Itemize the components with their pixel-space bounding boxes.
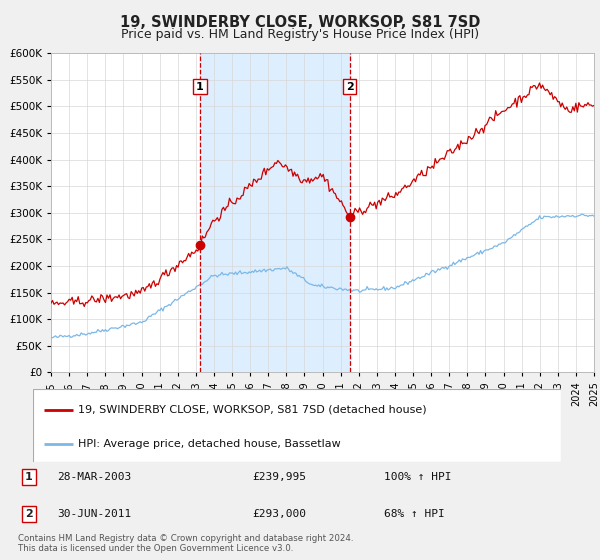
Text: £293,000: £293,000 — [252, 509, 306, 519]
Text: 19, SWINDERBY CLOSE, WORKSOP, S81 7SD (detached house): 19, SWINDERBY CLOSE, WORKSOP, S81 7SD (d… — [78, 404, 427, 414]
Text: 2: 2 — [25, 509, 32, 519]
Text: 100% ↑ HPI: 100% ↑ HPI — [384, 472, 452, 482]
Text: 68% ↑ HPI: 68% ↑ HPI — [384, 509, 445, 519]
Bar — [200, 53, 350, 372]
Text: £239,995: £239,995 — [252, 472, 306, 482]
Text: Price paid vs. HM Land Registry's House Price Index (HPI): Price paid vs. HM Land Registry's House … — [121, 28, 479, 41]
Text: 1: 1 — [196, 82, 204, 92]
Text: Contains HM Land Registry data © Crown copyright and database right 2024.
This d: Contains HM Land Registry data © Crown c… — [18, 534, 353, 553]
Text: 19, SWINDERBY CLOSE, WORKSOP, S81 7SD: 19, SWINDERBY CLOSE, WORKSOP, S81 7SD — [120, 15, 480, 30]
Text: 1: 1 — [25, 472, 32, 482]
FancyBboxPatch shape — [33, 389, 561, 462]
Text: 28-MAR-2003: 28-MAR-2003 — [57, 472, 131, 482]
Text: HPI: Average price, detached house, Bassetlaw: HPI: Average price, detached house, Bass… — [78, 439, 341, 449]
Text: 30-JUN-2011: 30-JUN-2011 — [57, 509, 131, 519]
Text: 2: 2 — [346, 82, 353, 92]
